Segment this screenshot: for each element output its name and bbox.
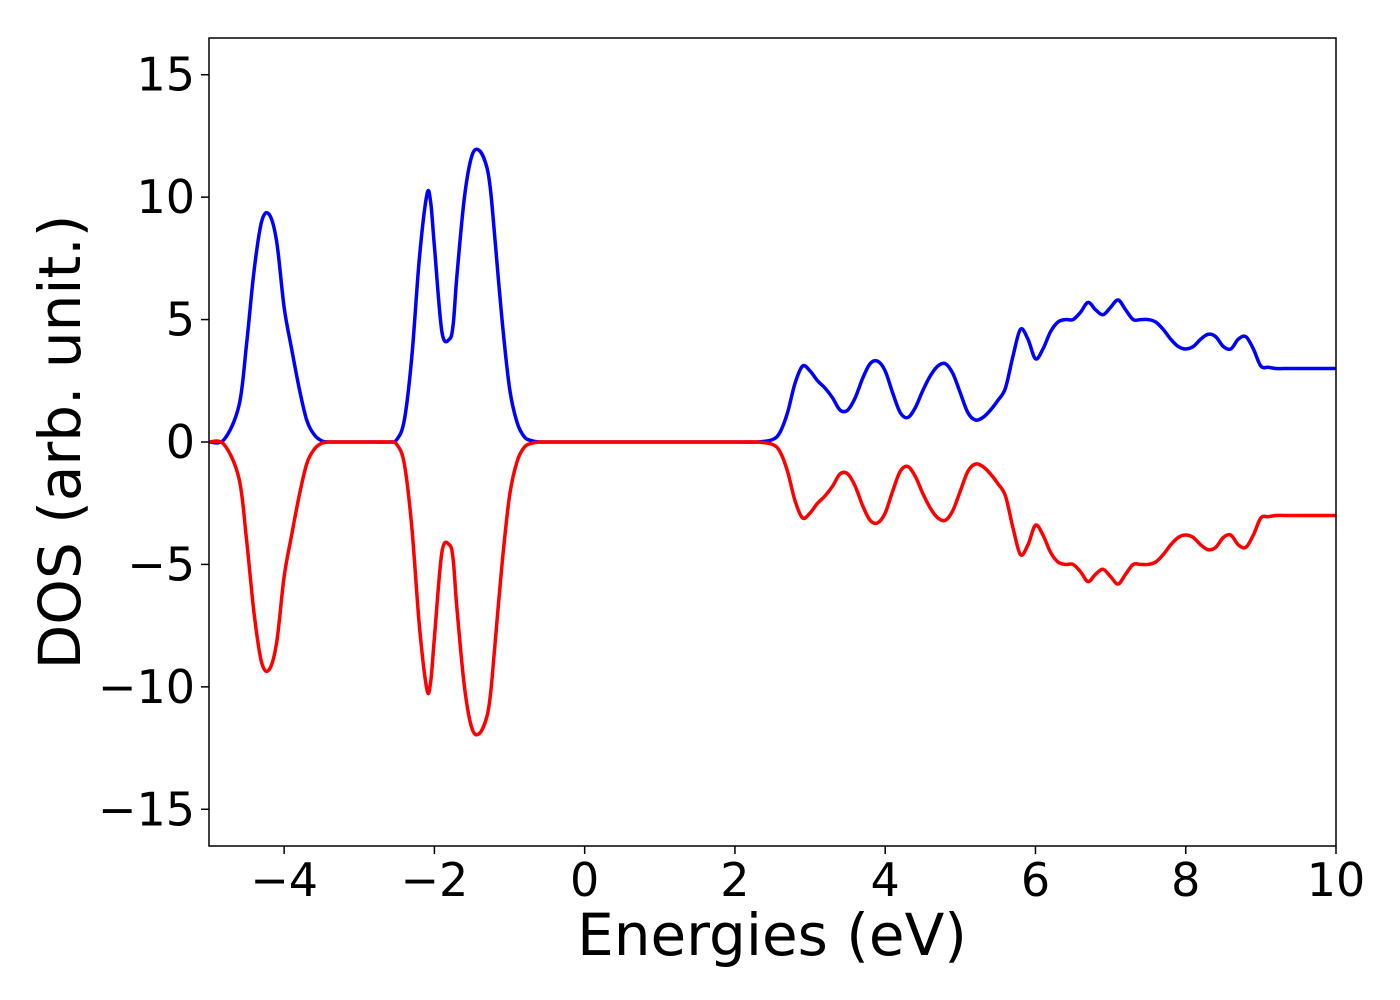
y-axis: −15 −10 −5 0 5 10 15 — [98, 48, 209, 836]
x-tick-label: 2 — [720, 853, 749, 907]
x-tick-label: 10 — [1307, 853, 1366, 907]
series-line-2 — [209, 439, 1336, 737]
y-tick-label: 5 — [166, 293, 195, 347]
x-axis: −4 −2 0 2 4 6 8 10 — [250, 846, 1365, 907]
x-tick-label: 8 — [1171, 853, 1200, 907]
x-tick-label: 6 — [1021, 853, 1050, 907]
series-line-1 — [209, 147, 1336, 445]
x-tick-label: 0 — [570, 853, 599, 907]
y-tick-label: −10 — [98, 660, 195, 714]
x-tick-label: 4 — [871, 853, 900, 907]
x-tick-label: −2 — [400, 853, 468, 907]
y-tick-label: 0 — [166, 415, 195, 469]
series-layer — [209, 147, 1336, 737]
x-tick-label: −4 — [250, 853, 318, 907]
y-axis-label: DOS (arb. unit.) — [26, 215, 94, 670]
y-tick-label: −15 — [98, 782, 195, 836]
y-tick-label: 10 — [136, 170, 195, 224]
y-tick-label: −5 — [127, 537, 195, 591]
y-tick-label: 15 — [136, 48, 195, 102]
x-axis-label: Energies (eV) — [577, 901, 967, 969]
